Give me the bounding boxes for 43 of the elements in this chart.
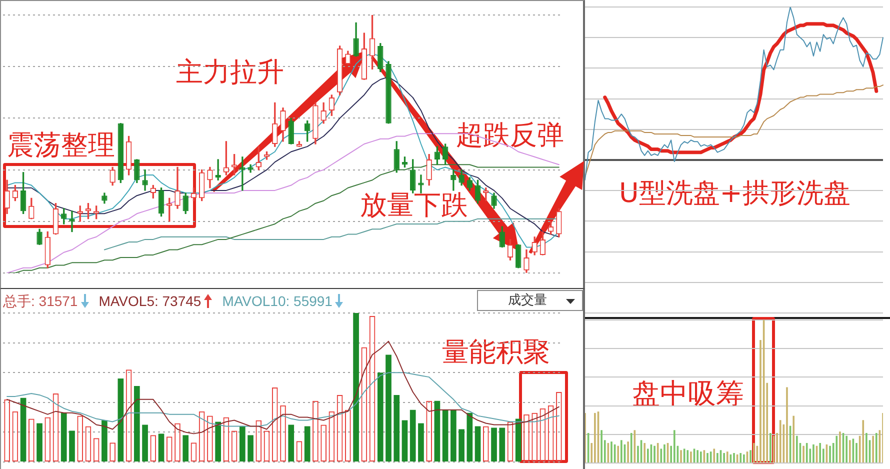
bar xyxy=(102,420,108,462)
bar xyxy=(20,398,26,462)
dropdown: 成交量 xyxy=(477,290,583,311)
bar xyxy=(288,424,294,462)
bar xyxy=(142,424,148,462)
bar xyxy=(394,394,400,462)
bar xyxy=(474,426,481,462)
bar xyxy=(353,313,359,462)
bar xyxy=(386,354,392,462)
bar xyxy=(182,435,189,462)
candlestick xyxy=(142,169,148,191)
bar xyxy=(248,435,254,462)
bar xyxy=(240,426,246,462)
candlestick xyxy=(450,169,456,191)
bar xyxy=(60,412,67,462)
text: 总手: 31571 xyxy=(3,293,78,309)
bar xyxy=(69,430,75,462)
bar xyxy=(118,378,124,462)
bar xyxy=(304,426,310,462)
text: MAVOL10: 55991 xyxy=(222,293,332,309)
candlestick xyxy=(418,174,424,194)
bar xyxy=(402,420,408,462)
annotation: 超跌反弹 xyxy=(456,120,564,151)
bar xyxy=(434,400,440,462)
bar xyxy=(442,410,448,462)
bar xyxy=(466,412,473,462)
bar xyxy=(215,422,221,462)
annotation: 放量下跌 xyxy=(360,190,468,221)
bar xyxy=(450,410,456,462)
bar xyxy=(36,423,42,462)
bar xyxy=(134,386,140,462)
candlestick xyxy=(240,156,246,191)
bar xyxy=(158,434,164,462)
bar xyxy=(410,410,416,462)
annotation: 震荡整理 xyxy=(7,130,115,161)
bar xyxy=(515,418,522,462)
bar xyxy=(491,428,497,462)
bar xyxy=(377,372,384,462)
bar xyxy=(499,428,506,462)
bar xyxy=(458,429,464,462)
bar xyxy=(418,423,424,462)
text: MAVOL5: 73745 xyxy=(98,293,202,309)
annotation: 量能积聚 xyxy=(442,337,550,368)
